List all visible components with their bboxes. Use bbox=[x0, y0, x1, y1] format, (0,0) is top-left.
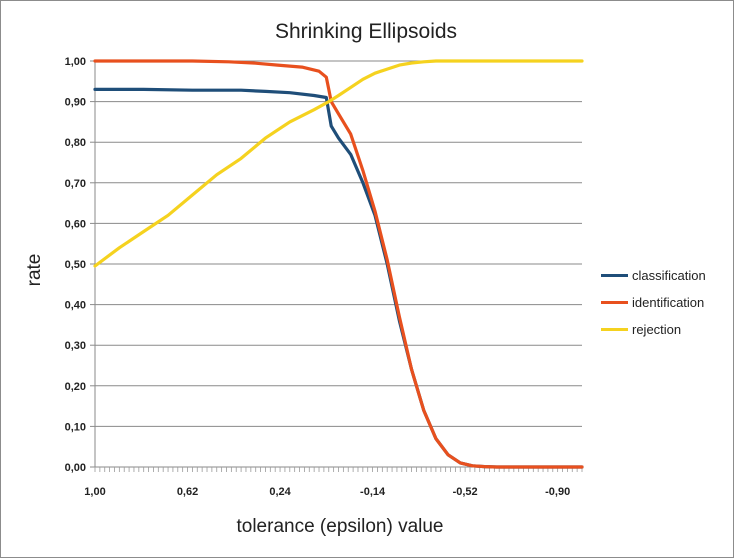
legend-label-identification: identification bbox=[632, 295, 705, 310]
legend-swatch-classification bbox=[601, 274, 628, 277]
legend-item-classification: classification bbox=[601, 262, 706, 289]
legend-label-rejection: rejection bbox=[632, 322, 682, 337]
y-tick-label: 1,00 bbox=[65, 56, 86, 68]
y-tick-label: 0,30 bbox=[65, 340, 86, 352]
y-tick-label: 0,10 bbox=[65, 421, 86, 433]
y-tick-label: 0,20 bbox=[65, 381, 86, 393]
legend-swatch-identification bbox=[601, 301, 628, 304]
series-line-rejection bbox=[93, 59, 584, 268]
series-line-classification bbox=[93, 87, 584, 469]
y-tick-label: 0,40 bbox=[65, 300, 86, 312]
series-line-identification bbox=[93, 59, 584, 469]
x-axis-label: tolerance (epsilon) value bbox=[236, 516, 443, 537]
x-tick-label: 1,00 bbox=[84, 486, 105, 498]
axes bbox=[90, 60, 583, 472]
legend: classification identification rejection bbox=[601, 262, 706, 343]
legend-label-classification: classification bbox=[632, 268, 706, 283]
y-tick-label: 0,60 bbox=[65, 218, 86, 230]
y-tick-label: 0,70 bbox=[65, 178, 86, 190]
y-tick-label: 0,00 bbox=[65, 462, 86, 474]
x-tick-label: -0,90 bbox=[545, 486, 570, 498]
tick-labels: 0,00 0,10 0,20 0,30 0,40 0,50 0,60 0,70 0,80 0,90… bbox=[65, 56, 571, 498]
y-tick-label: 0,80 bbox=[65, 137, 86, 149]
legend-item-rejection: rejection bbox=[601, 316, 706, 343]
series-lines bbox=[93, 59, 584, 469]
x-tick-label: 0,62 bbox=[177, 486, 198, 498]
legend-item-identification: identification bbox=[601, 289, 706, 316]
y-tick-label: 0,90 bbox=[65, 97, 86, 109]
x-tick-label: 0,24 bbox=[269, 486, 291, 498]
y-tick-label: 0,50 bbox=[65, 259, 86, 271]
legend-swatch-rejection bbox=[601, 328, 628, 331]
x-tick-label: -0,14 bbox=[360, 486, 386, 498]
y-axis-label: rate bbox=[24, 254, 45, 287]
gridlines bbox=[95, 60, 582, 427]
x-tick-label: -0,52 bbox=[453, 486, 478, 498]
chart-title: Shrinking Ellipsoids bbox=[275, 20, 457, 43]
